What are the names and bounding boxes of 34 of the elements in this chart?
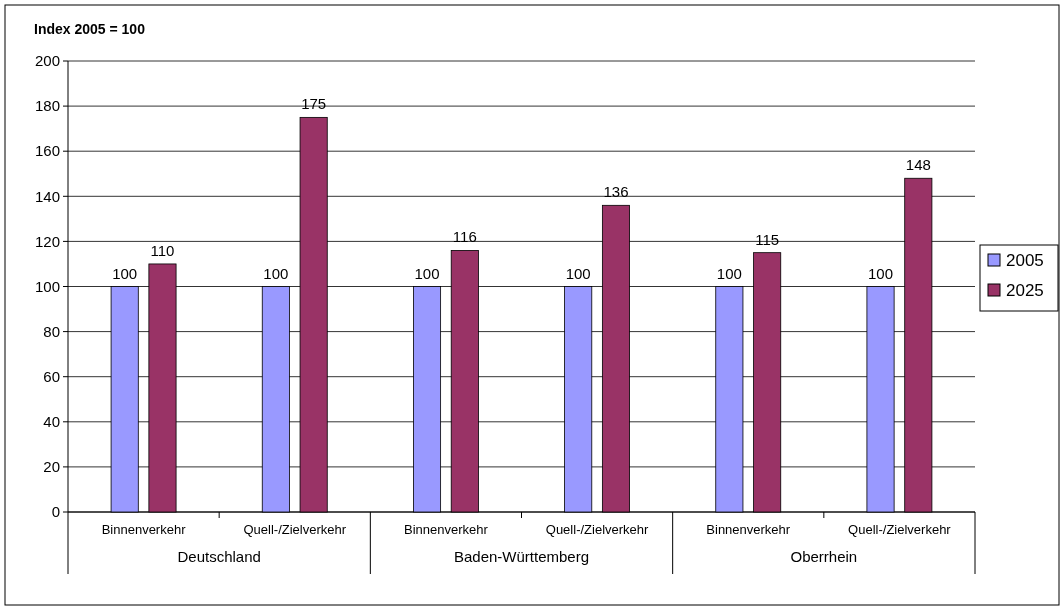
legend-label: 2025 [1006, 280, 1044, 300]
text: Deutschland [177, 548, 261, 565]
x-tick-label: Quell-/Zielverkehr [243, 522, 347, 537]
x-tick-label: Binnenverkehr [404, 522, 489, 537]
data-label: 100 [868, 264, 894, 282]
y-tick-label: 120 [34, 232, 60, 250]
text: Baden-Württemberg [453, 548, 590, 565]
x-tick-label: Quell-/Zielverkehr [848, 522, 952, 537]
y-tick-label: 180 [34, 97, 60, 115]
data-label: 148 [905, 156, 931, 174]
y-tick-label: 80 [43, 322, 60, 340]
data-label: 100 [716, 264, 742, 282]
y-tick-label: 140 [34, 187, 60, 205]
x-tick-label: Binnenverkehr [101, 522, 187, 537]
y-tick-label: 100 [34, 277, 60, 295]
y-tick-label: 200 [34, 52, 60, 70]
data-label: 100 [263, 264, 289, 282]
x-tick-label: Quell-/Zielverkehr [545, 522, 650, 537]
y-tick-label: 160 [34, 142, 60, 160]
data-label: 136 [603, 183, 629, 201]
data-label: 100 [414, 264, 440, 282]
data-label: 175 [301, 95, 327, 113]
data-label: 116 [452, 228, 477, 246]
y-tick-label: 20 [43, 458, 60, 476]
y-tick-label: 40 [43, 413, 60, 431]
legend-label: 2005 [1006, 250, 1044, 270]
y-axis-title: Index 2005 = 100 [34, 21, 146, 37]
data-label: 100 [112, 264, 138, 282]
x-tick-label: Binnenverkehr [706, 522, 791, 537]
y-tick-label: 60 [43, 367, 60, 385]
data-label: 110 [150, 241, 175, 259]
text: Oberrhein [790, 548, 858, 565]
data-label: 100 [565, 264, 591, 282]
y-tick-label: 0 [51, 503, 60, 521]
